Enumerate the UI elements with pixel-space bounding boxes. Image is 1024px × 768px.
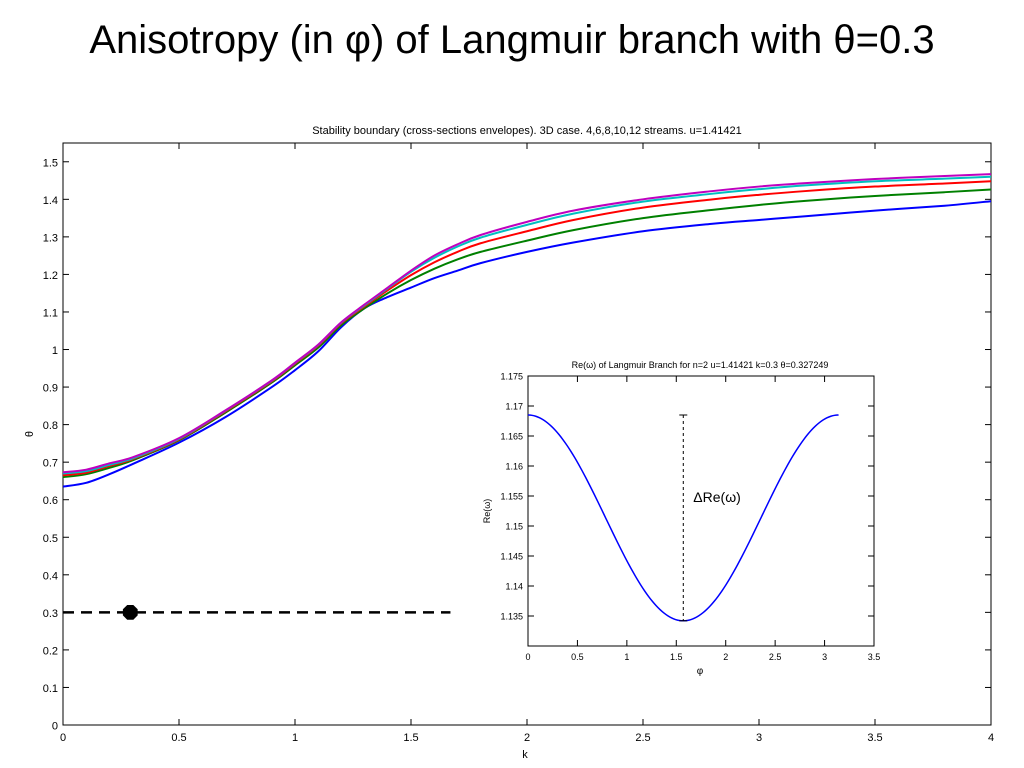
main-chart-annotations xyxy=(63,604,451,620)
main-y-tick-label: 0.6 xyxy=(43,495,58,507)
inset-chart-x-ticks: 0 0.5 1 1.5 2 2.5 3 3.5 xyxy=(525,376,880,662)
main-y-tick-label: 1.5 xyxy=(43,157,58,169)
main-series-line-5 xyxy=(62,173,992,474)
main-y-tick-label: 0.3 xyxy=(43,608,58,620)
slide-title: Anisotropy (in φ) of Langmuir branch wit… xyxy=(89,18,935,62)
main-x-tick-label: 0 xyxy=(60,732,66,744)
main-x-tick-label: 2 xyxy=(524,732,530,744)
inset-y-tick-label: 1.16 xyxy=(505,462,523,472)
main-y-tick-label: 0.2 xyxy=(43,645,58,657)
main-x-tick-label: 4 xyxy=(988,732,994,744)
main-y-tick-label: 0.8 xyxy=(43,420,58,432)
main-y-tick-label: 0.4 xyxy=(43,570,58,582)
main-chart-y-ticks: 0 0.1 0.2 0.3 0.4 0.5 0.6 0.7 0.8 0.9 1 1.1 1.2 1.3 1.… xyxy=(43,157,991,733)
inset-x-tick-label: 0 xyxy=(525,652,530,662)
inset-y-tick-label: 1.17 xyxy=(505,402,523,412)
inset-y-tick-label: 1.135 xyxy=(500,612,523,622)
main-y-tick-label: 1.3 xyxy=(43,232,58,244)
inset-y-tick-label: 1.155 xyxy=(500,492,523,502)
inset-chart-frame xyxy=(527,375,875,647)
main-y-tick-label: 1.1 xyxy=(43,307,58,319)
inset-y-tick-label: 1.175 xyxy=(500,372,523,382)
main-y-tick-label: 0 xyxy=(52,721,58,733)
inset-x-tick-label: 1.5 xyxy=(670,652,683,662)
main-y-tick-label: 0.9 xyxy=(43,383,58,395)
main-chart-x-ticks: 0 0.5 1 1.5 2 2.5 3 3.5 4 xyxy=(60,143,994,744)
main-y-tick-label: 0.1 xyxy=(43,683,58,695)
inset-chart-annotations: ΔRe(ω) xyxy=(679,414,741,622)
inset-chart: Re(ω) of Langmuir Branch for n=2 u=1.414… xyxy=(480,354,890,684)
inset-y-tick-label: 1.145 xyxy=(500,552,523,562)
main-x-tick-label: 0.5 xyxy=(171,732,186,744)
main-chart-title: Stability boundary (cross-sections envel… xyxy=(312,125,742,137)
main-x-tick-label: 1.5 xyxy=(403,732,418,744)
main-chart-x-label: k xyxy=(522,749,528,761)
main-x-tick-label: 3 xyxy=(756,732,762,744)
inset-chart-y-label: Re(ω) xyxy=(482,499,492,524)
main-y-tick-label: 0.7 xyxy=(43,458,58,470)
delta-re-label: ΔRe(ω) xyxy=(693,489,741,505)
inset-x-tick-label: 0.5 xyxy=(571,652,584,662)
inset-chart-x-label: φ xyxy=(697,666,704,677)
inset-y-tick-label: 1.165 xyxy=(500,432,523,442)
inset-x-tick-label: 3.5 xyxy=(868,652,881,662)
inset-chart-y-ticks: 1.135 1.14 1.145 1.15 1.155 1.16 1.165 1.17 1.17… xyxy=(500,372,874,622)
inset-x-tick-label: 2 xyxy=(723,652,728,662)
main-y-tick-label: 0.5 xyxy=(43,533,58,545)
theta-point-marker xyxy=(122,604,138,620)
main-chart-lines xyxy=(62,173,992,488)
inset-x-tick-label: 3 xyxy=(822,652,827,662)
main-y-tick-label: 1.4 xyxy=(43,195,58,207)
main-x-tick-label: 1 xyxy=(292,732,298,744)
main-y-tick-label: 1.2 xyxy=(43,270,58,282)
main-x-tick-label: 3.5 xyxy=(867,732,882,744)
inset-chart-title: Re(ω) of Langmuir Branch for n=2 u=1.414… xyxy=(572,360,829,370)
main-y-tick-label: 1 xyxy=(52,345,58,357)
main-x-tick-label: 2.5 xyxy=(635,732,650,744)
main-series-line-1 xyxy=(62,200,992,488)
inset-x-tick-label: 1 xyxy=(624,652,629,662)
inset-x-tick-label: 2.5 xyxy=(769,652,782,662)
inset-y-tick-label: 1.15 xyxy=(505,522,523,532)
inset-y-tick-label: 1.14 xyxy=(505,582,523,592)
main-chart-y-label: θ xyxy=(24,431,36,437)
